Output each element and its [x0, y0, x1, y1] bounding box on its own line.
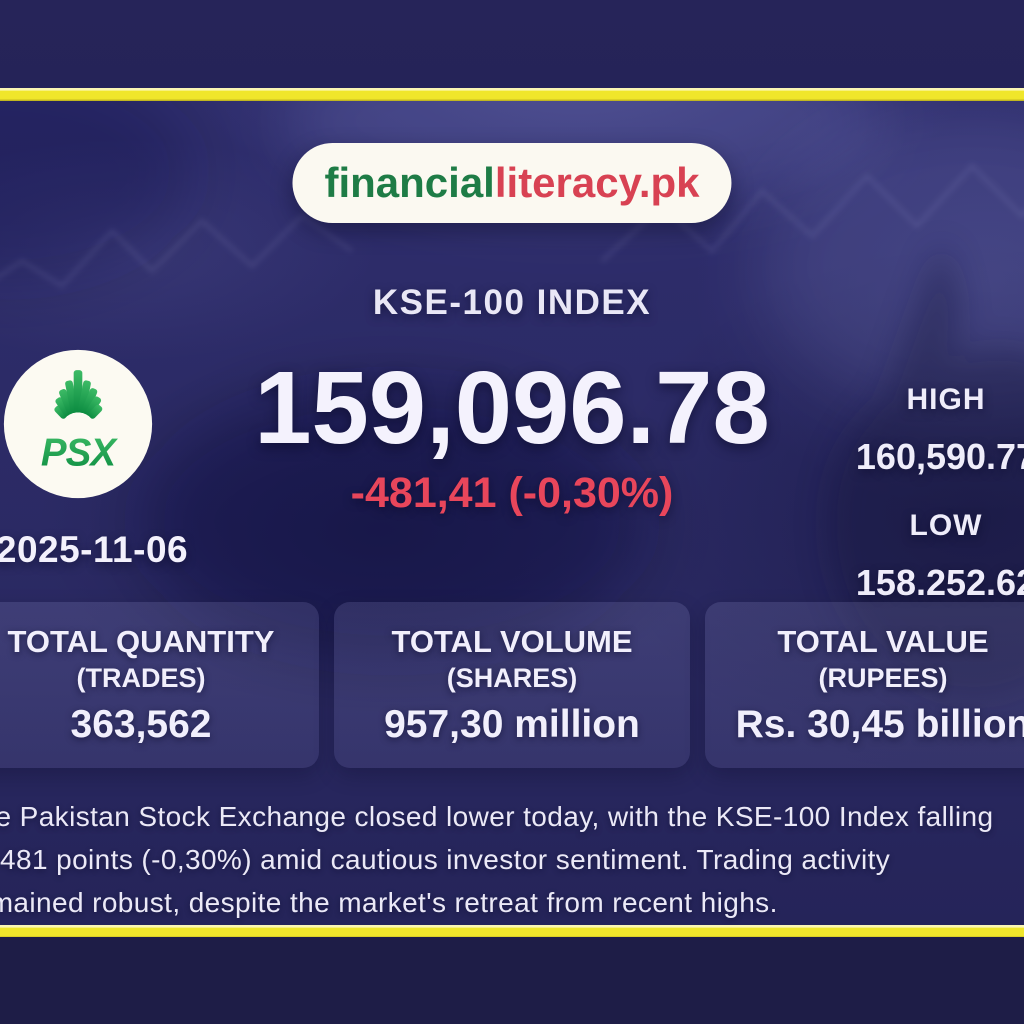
stat-value: 957,30 million	[384, 703, 640, 746]
date-label: 2025-11-06	[0, 529, 189, 570]
dark-shadow	[142, 386, 642, 656]
chart-zigzag-line	[600, 163, 1024, 263]
stat-sublabel: (SHARES)	[446, 663, 578, 693]
psx-logo-bars	[54, 370, 103, 419]
summary-line: The Pakistan Stock Exchange closed lower…	[0, 801, 994, 832]
bottom-yellow-stripe	[0, 925, 1024, 938]
summary-line: remained robust, despite the market's re…	[0, 887, 778, 918]
stat-label: TOTAL QUANTITY	[7, 624, 275, 659]
high-value: 160,590.77	[855, 436, 1024, 477]
stat-label: TOTAL VOLUME	[391, 624, 633, 659]
psx-logo-circle	[3, 349, 153, 499]
dark-shadow	[0, 101, 192, 281]
brand-name-green: financial	[324, 159, 495, 206]
bottom-border-band	[0, 937, 1024, 1024]
main-panel: financialliteracy.pk KSE-100 INDEX 159,0…	[0, 101, 1024, 925]
stat-value: 363,562	[70, 703, 212, 746]
stats-row: TOTAL QUANTITY (TRADES) 363,562 TOTAL VO…	[0, 602, 1024, 768]
psx-logo: PSX	[1, 347, 155, 501]
top-yellow-stripe	[0, 88, 1024, 101]
stat-value: Rs. 30,45 billion	[735, 703, 1024, 746]
brand-pill: financialliteracy.pk	[292, 143, 732, 223]
index-title: KSE-100 INDEX	[372, 283, 652, 322]
stat-card-total-value: TOTAL VALUE (RUPEES) Rs. 30,45 billion	[705, 602, 1024, 768]
chart-zigzag-line	[0, 213, 354, 289]
low-label: LOW	[909, 509, 983, 542]
low-value: 158.252.62	[855, 562, 1024, 603]
top-border-band	[0, 0, 1024, 88]
stat-label: TOTAL VALUE	[777, 624, 989, 659]
stat-sublabel: (RUPEES)	[818, 663, 948, 693]
summary-line: 481 points (-0,30%) amid cautious invest…	[0, 844, 891, 875]
stat-card-total-volume: TOTAL VOLUME (SHARES) 957,30 million	[334, 602, 690, 768]
index-change: -481,41 (-0,30%)	[350, 469, 674, 517]
psx-logo-text: PSX	[41, 431, 118, 474]
high-low-panel: HIGH 160,590.77 LOW 158.252.62	[814, 383, 1024, 635]
light-cloud	[762, 116, 1024, 416]
brand-name-red: literacy.pk	[494, 159, 700, 206]
stat-sublabel: (TRADES)	[76, 663, 206, 693]
summary-text: The Pakistan Stock Exchange closed lower…	[0, 795, 1024, 924]
high-label: HIGH	[906, 383, 986, 416]
bull-silhouette	[826, 241, 1024, 699]
index-value: 159,096.78	[254, 350, 770, 465]
stat-card-total-quantity: TOTAL QUANTITY (TRADES) 363,562	[0, 602, 319, 768]
